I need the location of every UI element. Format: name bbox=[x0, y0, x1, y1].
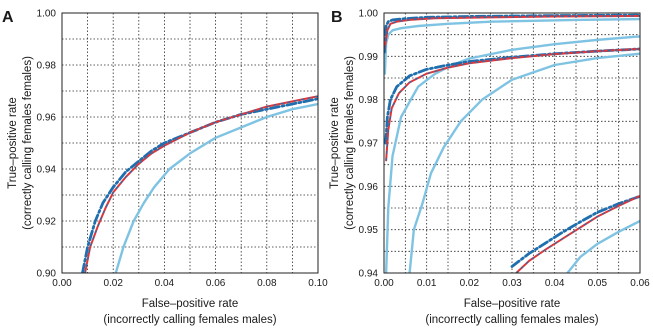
x-tick: 0.00 bbox=[374, 278, 394, 289]
panel-b-y-label-line1: True–positive rate bbox=[329, 97, 341, 189]
y-tick: 1.00 bbox=[359, 9, 379, 20]
y-tick: 0.94 bbox=[37, 165, 57, 176]
panel-b: B 0.00 0.01 0.02 0.03 0.04 0.05 0.06 0.9… bbox=[329, 9, 650, 327]
series-line-red-dashed bbox=[515, 195, 640, 273]
y-tick: 0.90 bbox=[37, 269, 57, 280]
x-tick: 0.02 bbox=[460, 278, 480, 289]
panel-a-frame bbox=[61, 12, 319, 274]
x-tick: 0.00 bbox=[52, 278, 72, 289]
series-line-light bbox=[384, 17, 640, 75]
panel-b-x-label-line2: (incorrectly calling females males) bbox=[425, 314, 598, 326]
x-tick: 0.05 bbox=[588, 278, 608, 289]
x-tick: 0.02 bbox=[103, 278, 123, 289]
y-tick: 0.96 bbox=[359, 182, 379, 193]
y-tick: 0.97 bbox=[359, 139, 379, 150]
x-tick: 0.04 bbox=[155, 278, 175, 289]
panel-a-x-ticks: 0.00 0.02 0.04 0.06 0.08 0.10 bbox=[52, 278, 328, 289]
series-line-light bbox=[566, 219, 640, 273]
series-line-light bbox=[384, 35, 640, 273]
x-tick: 0.06 bbox=[630, 278, 650, 289]
series-line-light bbox=[114, 102, 318, 273]
y-tick: 0.92 bbox=[37, 217, 57, 228]
panel-b-x-label-line1: False–positive rate bbox=[464, 298, 561, 310]
panel-a-grid bbox=[62, 13, 318, 273]
panel-a-y-label-line1: True–positive rate bbox=[7, 97, 19, 189]
y-tick: 0.98 bbox=[37, 61, 57, 72]
panel-b-series bbox=[384, 13, 640, 273]
series-line-dashdot bbox=[384, 47, 640, 145]
series-line-red-dashed bbox=[84, 95, 318, 273]
panel-a-y-ticks: 0.90 0.92 0.94 0.96 0.98 1.00 bbox=[37, 9, 57, 280]
y-tick: 0.99 bbox=[359, 52, 379, 63]
series-line-dashdot bbox=[510, 194, 640, 268]
x-tick: 0.10 bbox=[308, 278, 328, 289]
x-tick: 0.08 bbox=[257, 278, 277, 289]
panel-b-y-ticks: 0.94 0.95 0.96 0.97 0.98 0.99 1.00 bbox=[359, 9, 379, 280]
series-line-red-dashed bbox=[385, 47, 640, 162]
x-tick: 0.04 bbox=[545, 278, 565, 289]
panel-b-frame bbox=[383, 12, 641, 274]
panel-b-x-ticks: 0.00 0.01 0.02 0.03 0.04 0.05 0.06 bbox=[374, 278, 650, 289]
panel-a-x-label-line1: False–positive rate bbox=[142, 298, 239, 310]
series-line-red-dashed bbox=[384, 15, 640, 49]
panel-a-label: A bbox=[2, 9, 14, 26]
series-line-dashdot bbox=[81, 97, 318, 273]
series-line-red-dashed bbox=[84, 95, 318, 273]
y-tick: 1.00 bbox=[37, 9, 57, 20]
x-tick: 0.03 bbox=[502, 278, 522, 289]
x-tick: 0.06 bbox=[206, 278, 226, 289]
series-line-red-dashed bbox=[385, 48, 640, 161]
panel-a-series bbox=[81, 95, 318, 273]
panel-a-y-label-line2: (correctly calling females females) bbox=[22, 56, 34, 230]
x-tick: 0.01 bbox=[417, 278, 437, 289]
y-tick: 0.95 bbox=[359, 225, 379, 236]
panel-b-label: B bbox=[331, 9, 343, 26]
panel-b-y-label-line2: (correctly calling females females) bbox=[344, 56, 356, 230]
panel-a: A 0.00 0.02 0.04 0.06 0.08 0.10 0.90 0.9… bbox=[2, 9, 328, 327]
y-tick: 0.98 bbox=[359, 95, 379, 106]
panel-a-x-label-line2: (incorrectly calling females males) bbox=[103, 314, 276, 326]
series-line-light bbox=[408, 52, 640, 273]
y-tick: 0.94 bbox=[359, 269, 379, 280]
y-tick: 0.96 bbox=[37, 113, 57, 124]
